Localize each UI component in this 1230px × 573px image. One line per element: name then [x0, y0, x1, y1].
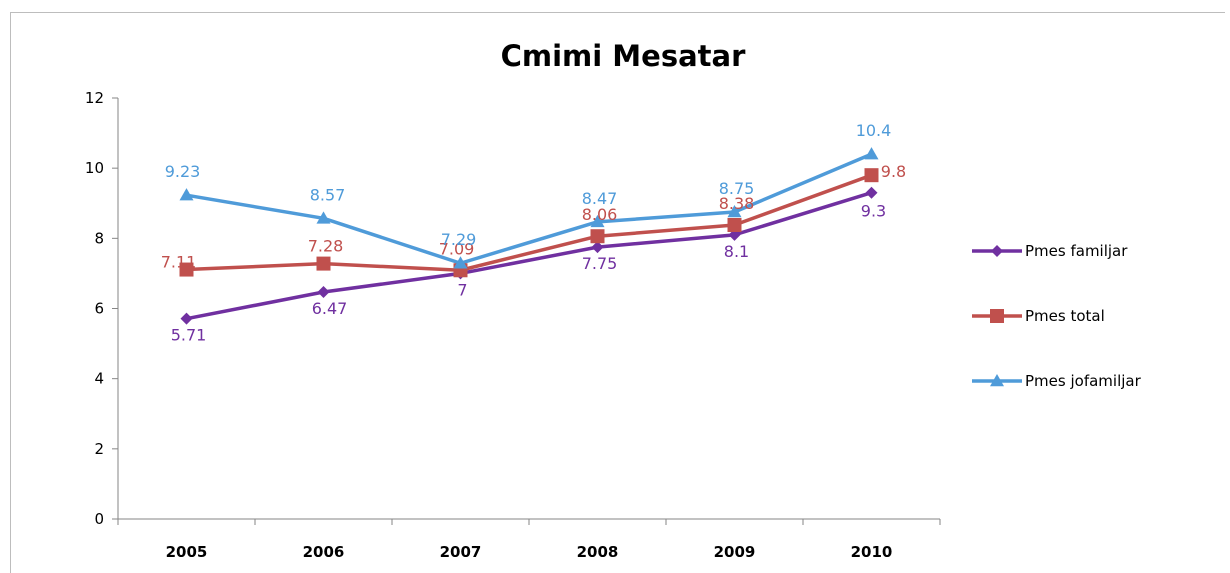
data-label-jofamiljar: 8.47: [582, 189, 618, 208]
legend-label-familjar: Pmes familjar: [1025, 242, 1128, 260]
data-label-total: 7.11: [161, 253, 197, 272]
series-line-total: [186, 173, 873, 273]
chart-title: Cmimi Mesatar: [501, 39, 746, 73]
data-label-total: 7.28: [308, 237, 344, 256]
series-markers: [179, 147, 879, 325]
data-point-jofamiljar: [864, 147, 879, 160]
data-label-total: 7.09: [439, 239, 475, 258]
data-point-familjar: [865, 186, 878, 199]
x-tick-label: 2007: [440, 543, 482, 561]
x-tick-label: 2009: [714, 543, 756, 561]
x-tick-label: 2005: [166, 543, 208, 561]
legend-marker-familjar: [991, 245, 1003, 257]
data-label-total: 8.38: [719, 194, 755, 213]
data-point-jofamiljar: [316, 211, 331, 224]
data-point-total: [727, 218, 742, 233]
y-tick-label: 10: [85, 159, 104, 177]
axes: 0 2 4 6 8 10 12 2005 2006 2007 2008 2009 2010: [85, 89, 941, 561]
data-point-jofamiljar: [727, 205, 742, 218]
data-label-jofamiljar: 8.75: [719, 179, 755, 198]
data-label-total: 9.8: [881, 162, 906, 181]
y-tick-label: 0: [94, 510, 104, 528]
data-label-familjar: 6.47: [312, 299, 348, 318]
data-label-jofamiljar: 9.23: [165, 162, 201, 181]
y-tick-label: 8: [94, 229, 104, 247]
data-point-jofamiljar: [590, 214, 605, 228]
x-tick-label: 2008: [577, 543, 619, 561]
data-label-familjar: 7: [457, 280, 467, 299]
data-label-jofamiljar: 8.57: [310, 185, 346, 204]
data-point-total: [590, 229, 605, 244]
series-line-jofamiljar: [186, 152, 873, 265]
y-tick-label: 4: [94, 370, 104, 388]
data-label-familjar: 5.71: [171, 326, 207, 345]
data-point-total: [179, 262, 194, 277]
data-point-familjar: [317, 286, 330, 299]
data-point-familjar: [180, 312, 193, 325]
data-point-total: [864, 168, 879, 183]
data-label-familjar: 7.75: [582, 254, 618, 273]
legend-marker-total: [990, 309, 1004, 323]
data-label-familjar: 8.1: [724, 242, 749, 261]
data-label-jofamiljar: 7.29: [441, 230, 477, 249]
data-label-jofamiljar: 10.4: [856, 121, 892, 140]
x-tick-label: 2010: [851, 543, 893, 561]
y-tick-label: 6: [94, 300, 104, 318]
legend-label-total: Pmes total: [1025, 307, 1105, 325]
data-label-familjar: 9.3: [861, 202, 886, 221]
y-tick-label: 12: [85, 89, 104, 107]
series-line-familjar: [186, 191, 873, 321]
data-point-total: [316, 256, 331, 271]
data-point-jofamiljar: [179, 188, 194, 201]
chart-frame: [10, 12, 1225, 573]
data-labels: 5.71 6.47 7 7.75 8.1 9.3 7.11 7.28 7.09 8.06 8.38 9…: [161, 121, 907, 345]
data-point-jofamiljar: [453, 256, 468, 269]
legend-label-jofamiljar: Pmes jofamiljar: [1025, 372, 1142, 390]
series-lines: [186, 152, 873, 321]
data-point-familjar: [591, 241, 604, 254]
legend: Pmes familjar Pmes total Pmes jofamiljar: [972, 242, 1142, 390]
x-tick-label: 2006: [303, 543, 345, 561]
legend-marker-jofamiljar: [990, 374, 1004, 387]
data-label-total: 8.06: [582, 205, 618, 224]
y-tick-label: 2: [94, 440, 104, 458]
